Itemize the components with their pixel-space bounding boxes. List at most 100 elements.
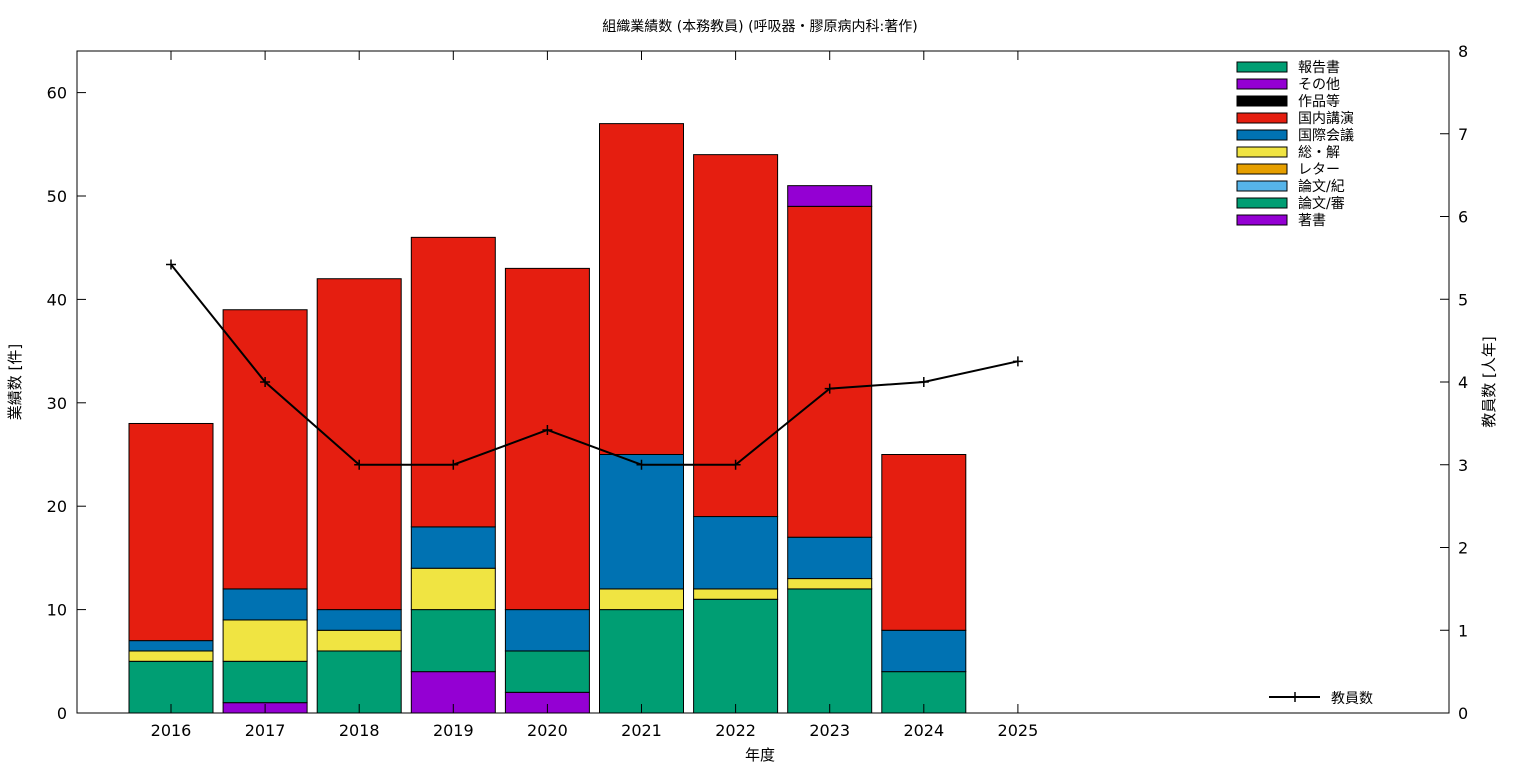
line-point	[260, 377, 271, 387]
y-tick-label: 20	[47, 497, 67, 516]
bar-segment	[316, 629, 402, 652]
legend-swatch	[1236, 78, 1288, 90]
bar-segment	[881, 454, 967, 631]
y2-axis-title: 教員数 [人年]	[1480, 336, 1498, 427]
legend-label: 国内講演	[1298, 111, 1354, 127]
line-point	[448, 459, 459, 470]
legend-swatch	[1236, 197, 1288, 209]
y-tick-label: 10	[47, 601, 67, 620]
bar-segment	[504, 650, 590, 693]
x-tick-label: 2016	[151, 721, 192, 740]
y2-tick-label: 3	[1458, 456, 1468, 475]
bar-segment	[599, 454, 684, 590]
bar-segment	[128, 422, 214, 642]
line-point	[636, 459, 647, 470]
bar-segment	[599, 609, 684, 714]
legend-line-marker	[1290, 692, 1300, 702]
line-point	[918, 377, 929, 387]
x-tick-label: 2017	[245, 721, 286, 740]
x-axis-title: 年度	[745, 746, 775, 764]
x-tick-label: 2025	[998, 721, 1039, 740]
bar-segment	[316, 609, 402, 631]
legend-label: その他	[1298, 77, 1340, 93]
legend-label: 著書	[1298, 213, 1326, 229]
legend-label: レター	[1298, 162, 1340, 178]
legend-swatch	[1236, 112, 1288, 124]
bar-segment	[410, 236, 496, 528]
y2-tick-label: 5	[1458, 290, 1468, 309]
bar-segment	[504, 267, 590, 611]
bar-segment	[222, 660, 308, 704]
y-tick-label: 60	[47, 84, 67, 103]
line-group	[166, 259, 1023, 470]
bar-segment	[410, 567, 496, 611]
legend-label: 総・解	[1298, 145, 1340, 161]
line-point	[354, 459, 365, 470]
bar-segment	[881, 629, 967, 673]
legend-swatch	[1236, 214, 1288, 226]
bar-segment	[599, 588, 684, 611]
y-tick-label: 40	[47, 290, 67, 309]
bar-segment	[222, 588, 308, 621]
y2-tick-label: 4	[1458, 373, 1468, 392]
bar-segment	[787, 205, 873, 538]
bar-segment	[787, 185, 873, 207]
bar-segment	[316, 650, 402, 714]
x-tick-label: 2022	[715, 721, 756, 740]
x-tick-label: 2018	[339, 721, 380, 740]
line-series-path	[170, 263, 1019, 466]
bar-segment	[693, 588, 779, 600]
bar-segment	[222, 619, 308, 662]
legend-line-label: 教員数	[1331, 691, 1373, 707]
line-point	[542, 424, 553, 435]
legend-swatch	[1236, 180, 1288, 192]
bar-segment	[316, 278, 402, 611]
legend-swatch	[1236, 129, 1288, 141]
line-point	[824, 383, 835, 394]
y2-axis: 0 1 2 3 4 5 6 7 8	[1440, 42, 1468, 723]
y-tick-label: 30	[47, 394, 67, 413]
bar-segment	[222, 309, 308, 590]
bar-segment	[693, 154, 779, 518]
y2-tick-label: 1	[1458, 621, 1468, 640]
legend-label: 論文/審	[1298, 196, 1345, 212]
line-point	[730, 459, 741, 470]
y2-tick-label: 6	[1458, 208, 1468, 227]
y2-tick-label: 7	[1458, 125, 1468, 144]
y2-tick-label: 0	[1458, 704, 1468, 723]
line-point	[1012, 356, 1023, 367]
y2-tick-label: 2	[1458, 539, 1468, 558]
bar-segment	[787, 578, 873, 590]
legend-swatch	[1236, 146, 1288, 158]
y-tick-label: 50	[47, 187, 67, 206]
y-tick-label: 0	[57, 704, 67, 723]
x-tick-label: 2019	[433, 721, 474, 740]
legend-label: 作品等	[1298, 93, 1340, 110]
legend-swatch	[1236, 61, 1288, 73]
bar-segment	[693, 516, 779, 590]
y2-tick-label: 8	[1458, 42, 1468, 61]
bar-segment	[128, 650, 214, 662]
bar-segment	[693, 598, 779, 714]
bar-segment	[410, 526, 496, 569]
x-tick-label: 2023	[809, 721, 850, 740]
x-tick-label: 2020	[527, 721, 568, 740]
bar-segment	[504, 609, 590, 652]
y-axis: 0 10 20 30 40 50 60	[47, 84, 86, 723]
legend-swatch	[1236, 163, 1288, 175]
y-axis-title: 業績数 [件]	[6, 344, 24, 420]
legend-label: 報告書	[1298, 60, 1340, 76]
legend-label: 論文/紀	[1298, 179, 1345, 195]
x-axis: 2016 2017 2018 2019 2020 2021 2022 2023 2024 2025	[151, 51, 1039, 740]
bar-segment	[410, 609, 496, 673]
bar-group	[128, 123, 967, 714]
chart-title: 組織業績数 (本務教員) (呼吸器・膠原病内科:著作)	[602, 19, 917, 35]
line-point	[166, 259, 176, 270]
bar-segment	[128, 640, 214, 652]
x-tick-label: 2021	[621, 721, 662, 740]
bar-segment	[787, 536, 873, 580]
bar-segment	[599, 123, 684, 456]
